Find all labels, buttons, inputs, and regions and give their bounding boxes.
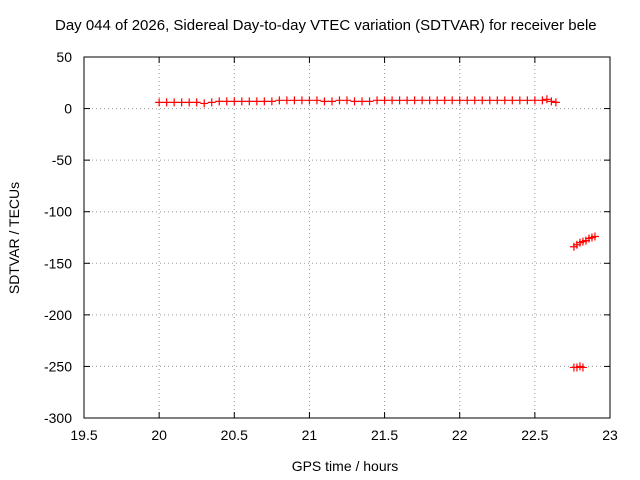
data-point (215, 97, 224, 106)
data-series (155, 95, 599, 372)
data-point (290, 96, 299, 105)
data-point (327, 97, 336, 106)
data-point (433, 96, 442, 105)
data-point (358, 97, 367, 106)
data-point (515, 96, 524, 105)
data-point (508, 96, 517, 105)
data-point (275, 96, 284, 105)
axes: 19.5 20 20.5 21 21.5 22 22.5 23 50 0 -50 -100 -150 -2… (44, 49, 618, 443)
data-point (523, 96, 532, 105)
y-tick-label: 50 (56, 49, 72, 65)
chart-title: Day 044 of 2026, Sidereal Day-to-day VTE… (55, 17, 597, 34)
data-point (335, 96, 344, 105)
data-point (388, 96, 397, 105)
x-tick-label: 20.5 (221, 427, 248, 443)
x-tick-label: 19.5 (70, 427, 97, 443)
data-point (282, 96, 291, 105)
data-point (493, 96, 502, 105)
data-point (155, 98, 164, 107)
data-point (440, 96, 449, 105)
data-point (403, 96, 412, 105)
data-point (192, 98, 201, 107)
x-tick-label: 21.5 (371, 427, 398, 443)
y-axis-label: SDTVAR / TECUs (6, 182, 22, 294)
data-point (373, 96, 382, 105)
data-point (230, 97, 239, 106)
data-point (470, 96, 479, 105)
y-tick-label: -150 (44, 255, 72, 271)
data-point (478, 96, 487, 105)
data-point (297, 96, 306, 105)
data-point (410, 96, 419, 105)
x-tick-label: 23 (602, 427, 618, 443)
data-point (237, 97, 246, 106)
data-point (343, 96, 351, 105)
data-point (200, 99, 209, 108)
data-point (538, 96, 547, 105)
data-point (305, 96, 314, 105)
y-tick-label: -300 (44, 410, 72, 426)
data-point (312, 96, 321, 105)
data-point (185, 98, 194, 107)
data-point (162, 98, 171, 107)
plot-frame (83, 56, 611, 419)
y-tick-label: 0 (64, 101, 72, 117)
x-tick-label: 22 (452, 427, 468, 443)
data-point (320, 97, 329, 106)
data-point (485, 96, 494, 105)
data-point (542, 95, 551, 104)
data-point (267, 97, 276, 106)
data-point (365, 97, 374, 106)
data-point (260, 97, 269, 106)
grid-lines (84, 57, 610, 418)
data-point (530, 96, 539, 105)
data-point (222, 97, 231, 106)
data-point (380, 96, 389, 105)
data-point (463, 96, 472, 105)
data-point (350, 97, 359, 106)
data-point (448, 96, 457, 105)
y-tick-label: -100 (44, 204, 72, 220)
data-point (418, 96, 427, 105)
y-tick-label: -200 (44, 307, 72, 323)
data-point (207, 98, 216, 107)
data-point (177, 98, 186, 107)
data-point (500, 96, 509, 105)
data-point (578, 363, 587, 372)
data-point (170, 98, 179, 107)
data-point (455, 96, 464, 105)
data-point (395, 96, 404, 105)
y-tick-label: -250 (44, 358, 72, 374)
data-point (551, 98, 560, 107)
x-tick-label: 22.5 (521, 427, 548, 443)
x-tick-label: 21 (302, 427, 318, 443)
x-tick-label: 20 (151, 427, 167, 443)
data-point (590, 232, 599, 241)
data-point (425, 96, 434, 105)
y-tick-label: -50 (52, 152, 72, 168)
data-point (252, 97, 261, 106)
data-point (245, 97, 254, 106)
data-point (547, 97, 556, 106)
x-axis-label: GPS time / hours (292, 458, 399, 474)
